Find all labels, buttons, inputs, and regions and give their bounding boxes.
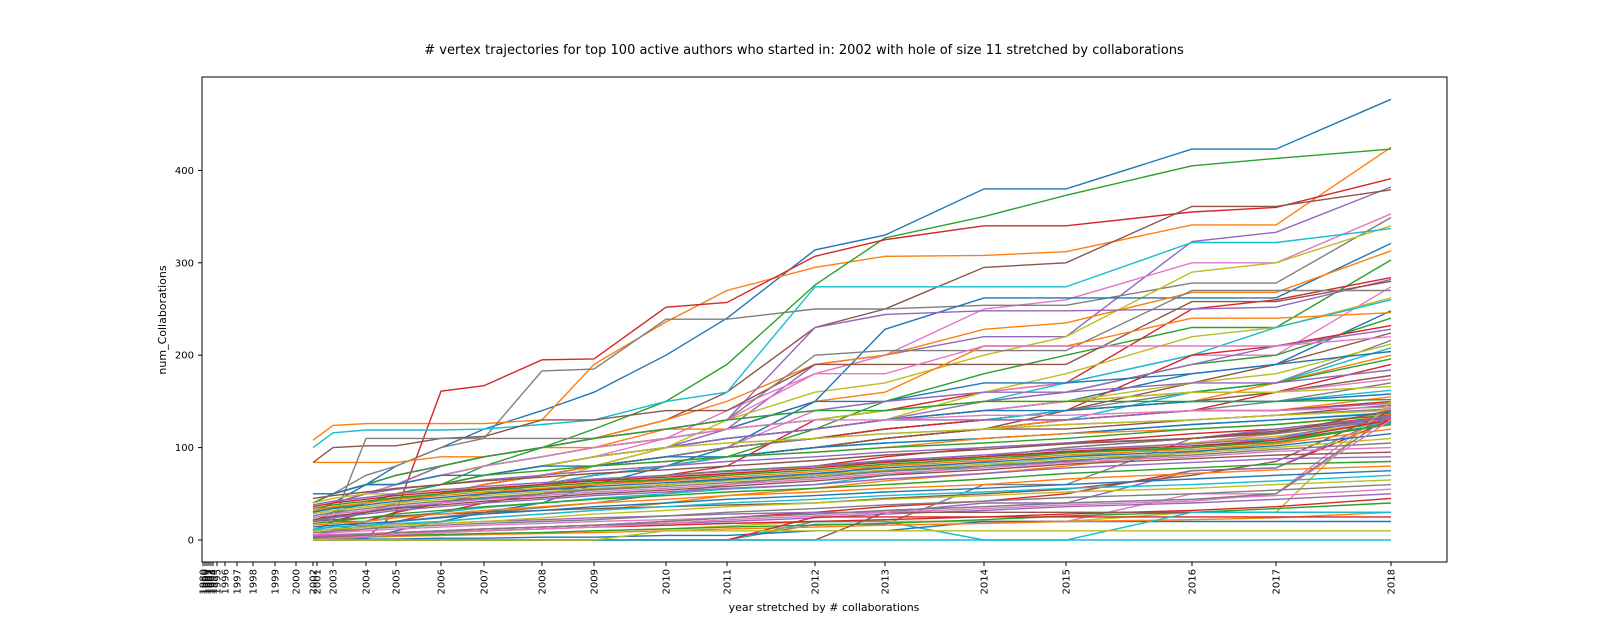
x-tick-label: 2018 (1387, 569, 1398, 594)
x-tick-label: 1997 (233, 569, 244, 594)
x-tick-label: 1980 (199, 569, 210, 594)
x-tick-label: 2005 (392, 569, 403, 594)
y-tick-label: 0 (188, 536, 194, 547)
series-line-91 (312, 433, 1392, 513)
x-tick-label: 1993 (207, 569, 218, 594)
series-line-85 (312, 456, 1392, 523)
x-tick-label: 2000 (292, 569, 303, 594)
series-line-12 (313, 250, 1392, 464)
x-tick-label: 1994 (209, 569, 220, 594)
x-tick-label: 2008 (538, 569, 549, 594)
x-tick-label: 1996 (221, 569, 232, 594)
x-tick-label: 1991 (203, 569, 214, 594)
series-line-43 (312, 398, 1392, 504)
series-line-98 (312, 414, 1392, 539)
series-line-2 (312, 146, 1392, 441)
series-line-47 (312, 406, 1392, 513)
series-line-88 (312, 442, 1392, 517)
plot-frame (201, 76, 1448, 563)
y-axis: 0 100 200 300 400 (175, 166, 202, 547)
x-tick-label: 2006 (437, 569, 448, 594)
x-tick-label: 2004 (362, 569, 373, 594)
x-tick-label: 1998 (249, 569, 260, 594)
x-tick-label: 2011 (723, 569, 734, 594)
series-line-94 (312, 419, 1392, 508)
x-tick-label: 2013 (881, 569, 892, 594)
y-tick-label: 200 (175, 351, 194, 362)
x-tick-label: 2001 (313, 569, 324, 594)
series-line-97 (312, 419, 1392, 541)
series-line-51 (313, 412, 1392, 495)
series-line-79 (312, 479, 1392, 532)
series-line-86 (312, 451, 1392, 521)
x-tick-label: 1995 (213, 569, 224, 594)
series-line-87 (312, 446, 1392, 519)
x-tick-label: 1990 (201, 569, 212, 594)
series-line-80 (312, 474, 1392, 530)
x-axis-label: year stretched by # collaborations (729, 601, 920, 614)
series-line-89 (312, 437, 1392, 515)
series-line-78 (312, 483, 1392, 534)
x-tick-label: 2017 (1272, 569, 1283, 594)
series-line-81 (312, 470, 1392, 528)
y-tick-label: 400 (175, 166, 194, 177)
series-line-92 (312, 428, 1392, 512)
y-tick-label: 300 (175, 258, 194, 269)
x-tick-label: 2007 (480, 569, 491, 594)
series-line-10 (312, 227, 1392, 449)
series-line-16 (312, 280, 1392, 463)
y-axis-label: num_Collaborations (156, 265, 169, 374)
x-tick-label: 2014 (980, 569, 991, 594)
series-line-1 (312, 98, 1392, 513)
x-tick-label: 2010 (662, 569, 673, 594)
y-tick-label: 100 (175, 443, 194, 454)
series-line-96 (312, 409, 1392, 500)
series-layer (312, 98, 1392, 541)
chart-title: # vertex trajectories for top 100 active… (424, 43, 1184, 58)
x-tick-label: 2002 (309, 569, 320, 594)
x-tick-label: 1999 (271, 569, 282, 594)
series-line-83 (312, 460, 1392, 525)
x-tick-label: 2003 (329, 569, 340, 594)
series-line-99 (313, 530, 1391, 541)
series-line-82 (312, 465, 1392, 526)
series-line-95 (312, 414, 1392, 506)
x-tick-label: 2016 (1188, 569, 1199, 594)
x-tick-label: 2015 (1062, 569, 1073, 594)
series-line-4 (312, 178, 1392, 541)
series-line-93 (312, 423, 1392, 510)
x-tick-label: 1992 (205, 569, 216, 594)
x-tick-label: 2012 (811, 569, 822, 594)
x-tick-label: 2009 (590, 569, 601, 594)
